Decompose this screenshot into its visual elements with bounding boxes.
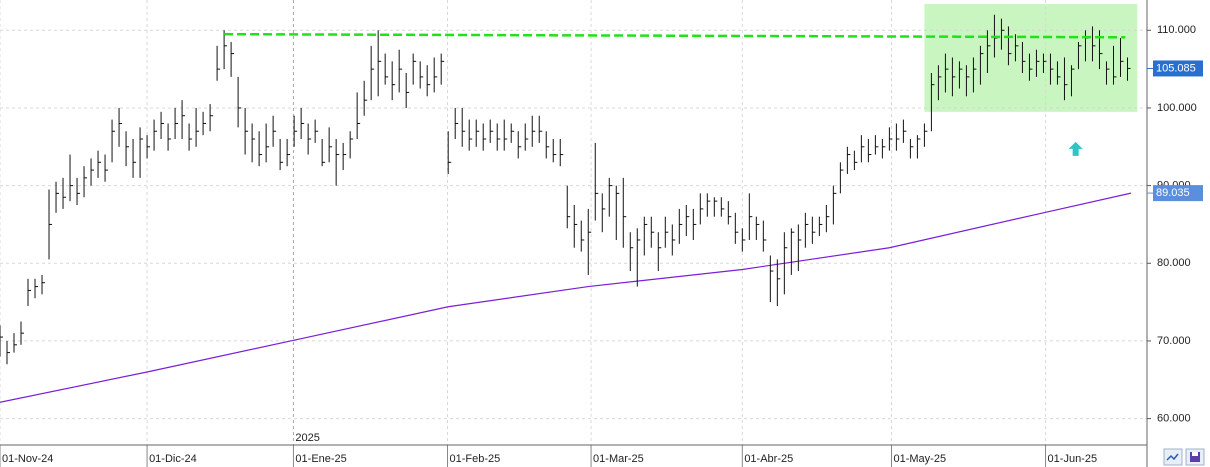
x-tick-label: 01-Mar-25 — [593, 453, 644, 465]
x-tick-label: 01-Ene-25 — [295, 453, 346, 465]
x-tick-label: 01-May-25 — [893, 453, 946, 465]
x-tick-label: 01-Abr-25 — [744, 453, 793, 465]
highlight-zone — [924, 3, 1138, 112]
y-tick-label: 60.000 — [1157, 413, 1191, 425]
save-icon-detail — [1192, 452, 1198, 456]
trendline — [224, 32, 1126, 39]
price-label-box — [1153, 60, 1203, 77]
y-tick-label: 70.000 — [1157, 335, 1191, 347]
x-tick-label: 01-Dic-24 — [149, 453, 197, 465]
arrow-marker — [1068, 141, 1083, 156]
price-label: 89.035 — [1156, 187, 1190, 199]
price-label-box — [1153, 185, 1203, 202]
y-tick-label: 110.000 — [1157, 24, 1196, 36]
x-tick-label: 01-Nov-24 — [2, 453, 53, 465]
year-label: 2025 — [295, 432, 319, 444]
y-tick-label: 100.000 — [1157, 102, 1197, 114]
zoom-icon — [1166, 453, 1179, 461]
moving-average — [0, 192, 1132, 403]
x-tick-label: 01-Jun-25 — [1048, 453, 1098, 465]
price-label: 105.085 — [1156, 62, 1196, 74]
x-tick-label: 01-Feb-25 — [449, 453, 500, 465]
y-tick-label: 80.000 — [1157, 257, 1191, 269]
save-icon — [1190, 452, 1200, 462]
toolbar — [1163, 448, 1205, 466]
